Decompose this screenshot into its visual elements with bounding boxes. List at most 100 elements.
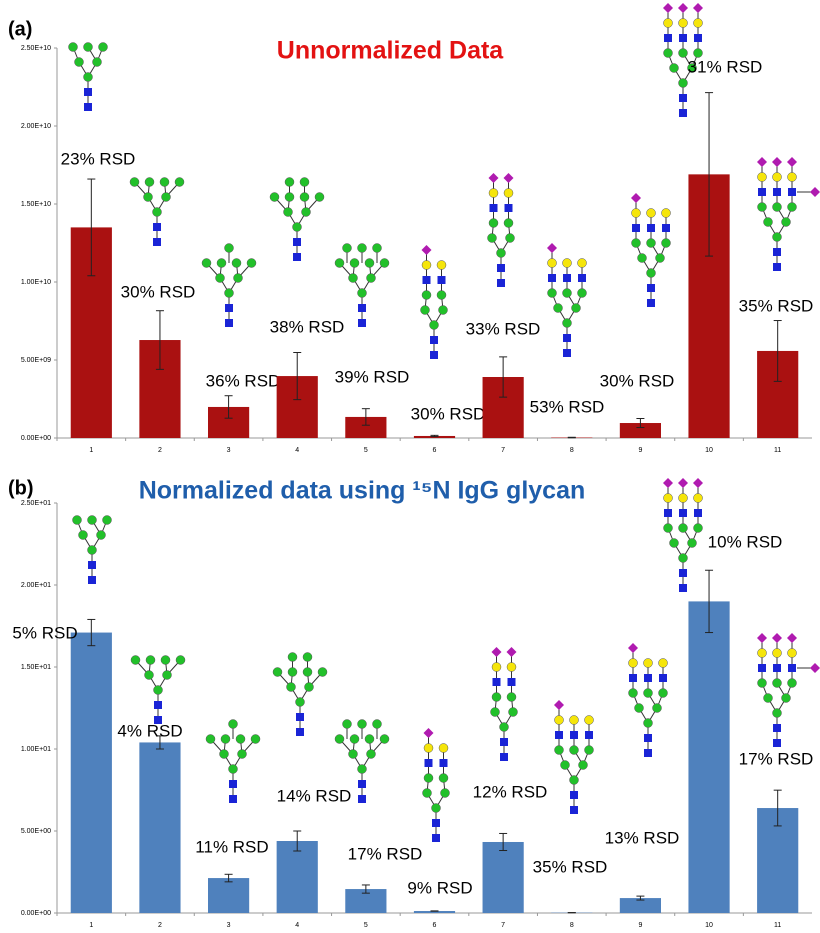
glycan-residue: [585, 731, 593, 739]
glycan-residue: [432, 819, 440, 827]
glycan-residue: [153, 685, 163, 695]
glycan-residue: [658, 658, 668, 668]
glycan-residue: [687, 63, 697, 73]
glycan-residue: [773, 248, 781, 256]
glycan-residue: [224, 288, 234, 298]
glycan-residue: [174, 177, 185, 187]
glycan-residue: [678, 78, 688, 88]
glycan-residue: [773, 188, 781, 196]
y-tick-label: 2.50E+01: [21, 500, 51, 507]
rsd-annotation: 36% RSD: [206, 371, 281, 390]
glycan-residue: [143, 192, 153, 202]
glycan-residue: [491, 662, 502, 672]
glycan-residue: [643, 718, 653, 728]
glycan-residue: [781, 217, 791, 227]
bar: [482, 841, 524, 913]
rsd-annotation: 33% RSD: [466, 319, 541, 338]
y-tick-label: 5.00E+09: [21, 357, 51, 364]
glycan-residue: [631, 208, 641, 218]
glycan-residue: [366, 273, 376, 283]
glycan-residue: [547, 243, 557, 253]
glycan-residue: [503, 188, 514, 198]
glycan-residue: [547, 288, 557, 298]
glycan-residue: [287, 667, 298, 677]
glycan-residue: [424, 759, 433, 767]
glycan-residue: [507, 678, 516, 686]
rsd-annotation: 12% RSD: [473, 782, 548, 801]
glycan-residue: [228, 764, 238, 774]
glycan-residue: [160, 655, 171, 665]
glycan-residue: [334, 258, 345, 268]
glycan-residue: [628, 658, 638, 668]
rsd-annotation: 35% RSD: [739, 296, 814, 315]
glycan-residue: [293, 253, 301, 261]
glycan-residue: [348, 273, 358, 283]
glycan-residue: [555, 731, 563, 739]
glycan-icon: [130, 655, 186, 724]
glycan-residue: [490, 707, 500, 717]
glycan-residue: [491, 692, 502, 702]
panel-label: (b): [8, 477, 34, 499]
glycan-residue: [577, 258, 587, 268]
glycan-residue: [489, 204, 498, 212]
glycan-residue: [563, 274, 571, 282]
glycan-icon: [663, 478, 703, 592]
glycan-residue: [773, 724, 781, 732]
glycan-icon: [205, 719, 261, 803]
glycan-residue: [423, 728, 434, 738]
glycan-residue: [87, 515, 97, 525]
x-tick-label: 11: [774, 447, 781, 454]
glycan-residue: [563, 334, 571, 342]
x-tick-label: 7: [501, 922, 505, 929]
glycan-residue: [358, 304, 366, 312]
glycan-icon: [757, 157, 820, 271]
glycan-residue: [296, 728, 304, 736]
glycan-residue: [357, 719, 367, 729]
glycan-residue: [634, 703, 644, 713]
y-tick-label: 5.00E+00: [21, 828, 51, 835]
glycan-residue: [787, 648, 797, 658]
glycan-residue: [269, 192, 280, 202]
glycan-residue: [366, 749, 376, 759]
glycan-residue: [334, 734, 345, 744]
glycan-icon: [129, 177, 185, 246]
glycan-residue: [372, 719, 382, 729]
glycan-residue: [646, 238, 656, 248]
glycan-icon: [554, 700, 594, 814]
glycan-residue: [497, 264, 505, 272]
glycan-residue: [296, 713, 304, 721]
glycan-residue: [757, 202, 767, 212]
rsd-annotation: 14% RSD: [277, 786, 352, 805]
x-tick-label: 2: [158, 447, 162, 454]
glycan-residue: [629, 674, 637, 682]
glycan-residue: [358, 795, 366, 803]
y-tick-label: 2.50E+10: [21, 45, 51, 52]
glycan-residue: [488, 218, 499, 228]
glycan-residue: [787, 172, 797, 182]
panel-label: (a): [8, 18, 32, 40]
glycan-residue: [678, 18, 688, 28]
rsd-annotation: 23% RSD: [61, 149, 136, 168]
rsd-annotation: 53% RSD: [530, 397, 605, 416]
glycan-residue: [569, 715, 579, 725]
glycan-residue: [250, 734, 261, 744]
x-tick-label: 5: [364, 447, 368, 454]
glycan-residue: [503, 173, 514, 183]
glycan-residue: [678, 48, 688, 58]
glycan-residue: [317, 667, 328, 677]
glycan-residue: [430, 336, 438, 344]
glycan-residue: [757, 633, 767, 643]
glycan-residue: [631, 193, 641, 203]
glycan-residue: [342, 719, 352, 729]
glycan-residue: [678, 3, 688, 13]
glycan-residue: [664, 34, 672, 42]
glycan-residue: [420, 305, 430, 315]
glycan-residue: [88, 576, 96, 584]
glycan-residue: [655, 253, 665, 263]
glycan-residue: [757, 172, 767, 182]
bar: [688, 601, 730, 913]
bar: [345, 416, 387, 438]
glycan-residue: [87, 545, 97, 555]
glycan-residue: [431, 803, 441, 813]
glycan-residue: [788, 188, 796, 196]
